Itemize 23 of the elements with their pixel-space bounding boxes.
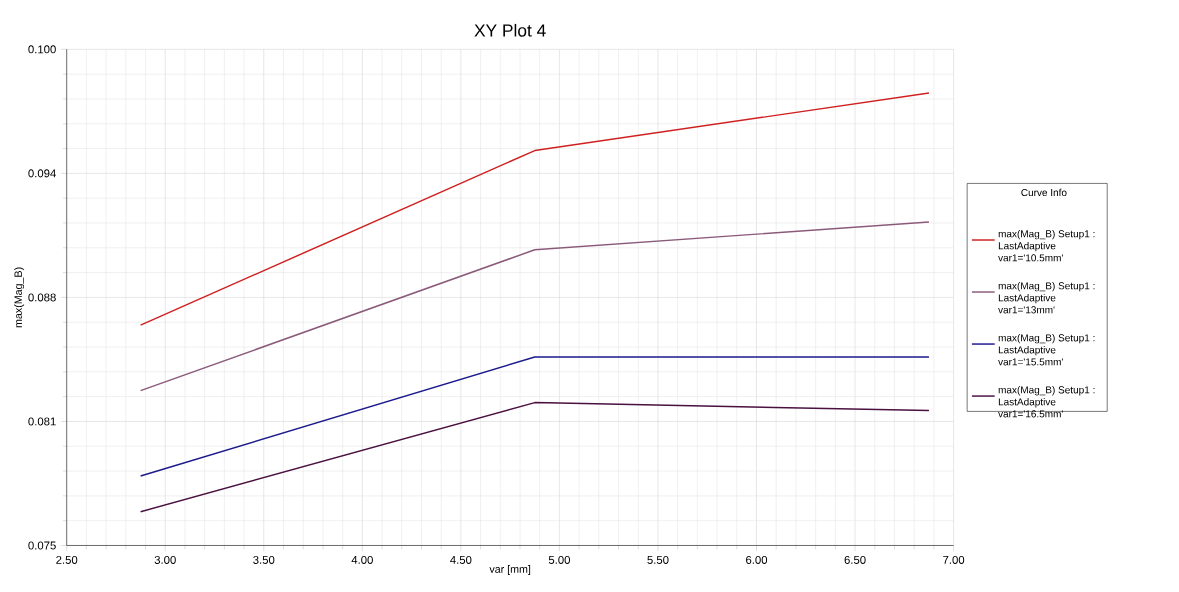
y-tick-label: 0.088 bbox=[28, 293, 56, 302]
y-tick-label: 0.094 bbox=[28, 169, 56, 178]
chart-title: XY Plot 4 bbox=[474, 23, 546, 37]
legend-title: Curve Info bbox=[1021, 188, 1067, 197]
x-tick-label: 3.50 bbox=[253, 555, 275, 564]
x-tick-label: 2.50 bbox=[56, 555, 78, 564]
x-tick-label: 6.50 bbox=[844, 555, 866, 564]
legend-label: max(Mag_B) Setup1 : LastAdaptive var1='15.5mm' bbox=[998, 333, 1095, 366]
y-tick-label: 0.075 bbox=[28, 541, 56, 550]
x-tick-label: 4.00 bbox=[351, 555, 373, 564]
legend-label: max(Mag_B) Setup1 : LastAdaptive var1='13mm' bbox=[998, 281, 1095, 314]
y-tick-label: 0.081 bbox=[28, 417, 56, 426]
y-tick-label: 0.100 bbox=[28, 45, 56, 54]
x-tick-label: 6.00 bbox=[746, 555, 768, 564]
x-tick-label: 5.50 bbox=[647, 555, 669, 564]
y-axis-title: max(Mag_B) bbox=[14, 267, 25, 328]
x-tick-label: 4.50 bbox=[450, 555, 472, 564]
legend-label: max(Mag_B) Setup1 : LastAdaptive var1='10.5mm' bbox=[998, 229, 1095, 262]
legend-label: max(Mag_B) Setup1 : LastAdaptive var1='16.5mm' bbox=[998, 385, 1095, 418]
x-tick-label: 3.00 bbox=[154, 555, 176, 564]
x-tick-label: 5.00 bbox=[548, 555, 570, 564]
x-axis-title: var [mm] bbox=[489, 564, 531, 575]
x-tick-label: 7.00 bbox=[943, 555, 965, 564]
